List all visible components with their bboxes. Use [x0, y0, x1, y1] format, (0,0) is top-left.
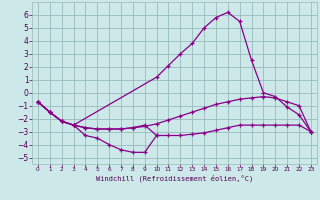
X-axis label: Windchill (Refroidissement éolien,°C): Windchill (Refroidissement éolien,°C) — [96, 175, 253, 182]
